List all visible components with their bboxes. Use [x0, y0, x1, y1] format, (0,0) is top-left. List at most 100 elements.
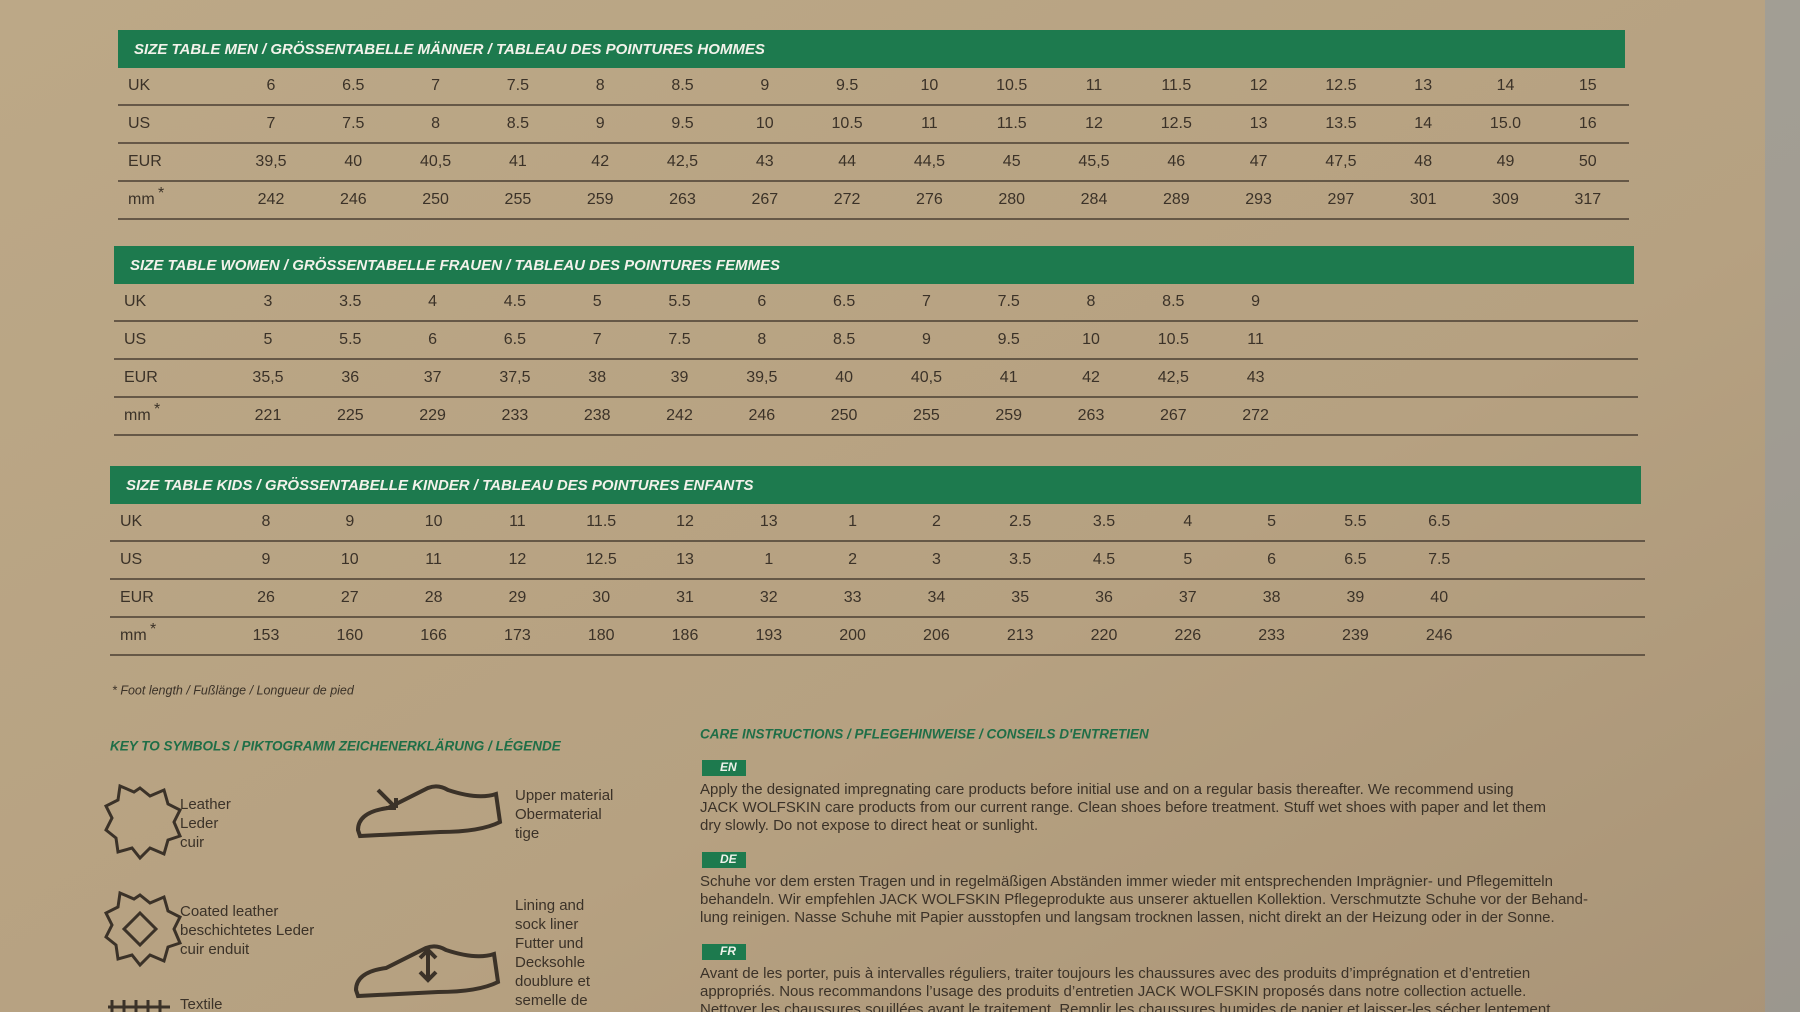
size-cell: 7: [431, 77, 440, 94]
size-cell: 26: [257, 589, 275, 606]
size-cell: 11: [425, 551, 442, 568]
size-cell: 7.5: [342, 115, 364, 132]
care-text: Apply the designated impregnating care p…: [700, 781, 1514, 798]
table-header-bar: [118, 30, 1625, 68]
leather-icon: [103, 783, 183, 861]
size-cell: 13: [760, 513, 778, 530]
size-cell: 8: [431, 115, 440, 132]
key-text: Leder: [180, 815, 218, 832]
size-cell: 5.5: [668, 293, 690, 310]
row-label: EUR: [128, 153, 162, 170]
size-cell: 42,5: [667, 153, 698, 170]
size-cell: 11.5: [997, 115, 1027, 132]
size-cell: 40: [835, 369, 853, 386]
language-tag: DE: [720, 852, 738, 866]
size-cell: 43: [756, 153, 774, 170]
size-cell: 7.5: [668, 331, 690, 348]
size-cell: 9: [596, 115, 605, 132]
size-cell: 43: [1247, 369, 1265, 386]
size-cell: 38: [588, 369, 606, 386]
care-text: Avant de les porter, puis à intervalles …: [700, 965, 1530, 982]
size-cell: 7.5: [1428, 551, 1450, 568]
row-label: mm: [124, 407, 151, 424]
size-cell: 220: [1091, 627, 1118, 644]
size-cell: 10: [341, 551, 359, 568]
size-cell: 6.5: [1344, 551, 1366, 568]
care-blocks: EN Apply the designated impregnating care…: [700, 760, 1588, 1012]
size-cell: 255: [913, 407, 940, 424]
key-text: doublure et: [515, 973, 591, 990]
size-cell: 166: [420, 627, 447, 644]
care-text: lung reinigen. Nasse Schuhe mit Papier a…: [700, 909, 1555, 926]
row-label: UK: [124, 293, 147, 310]
care-text: Nettoyer les chaussures souillées avant …: [700, 1001, 1555, 1012]
size-cell: 11: [921, 115, 938, 132]
size-cell: 40: [344, 153, 362, 170]
size-cell: 36: [341, 369, 359, 386]
size-cell: 14: [1497, 77, 1515, 94]
size-cell: 242: [258, 191, 285, 208]
size-cell: 301: [1410, 191, 1437, 208]
size-cell: 9: [345, 513, 354, 530]
size-cell: 250: [831, 407, 858, 424]
size-cell: 45,5: [1078, 153, 1109, 170]
size-cell: 42,5: [1158, 369, 1189, 386]
size-cell: 3: [932, 551, 941, 568]
size-cell: 46: [1167, 153, 1185, 170]
size-cell: 263: [1078, 407, 1105, 424]
size-cell: 259: [587, 191, 614, 208]
size-cell: 9.5: [998, 331, 1020, 348]
size-cell: 39,5: [746, 369, 777, 386]
size-cell: 242: [666, 407, 693, 424]
size-cell: 15.0: [1490, 115, 1521, 132]
language-tag-bg: [702, 760, 746, 776]
size-cell: 36: [1095, 589, 1113, 606]
size-cell: 9: [760, 77, 769, 94]
size-cell: 267: [1160, 407, 1187, 424]
table-title: SIZE TABLE KIDS / GRÖSSENTABELLE KINDER …: [126, 477, 754, 494]
size-cell: 35: [1011, 589, 1029, 606]
size-cell: 206: [923, 627, 950, 644]
size-cell: 10: [921, 77, 939, 94]
size-cell: 37,5: [499, 369, 530, 386]
size-cell: 267: [751, 191, 778, 208]
row-label: mm: [120, 627, 147, 644]
size-cell: 7: [267, 115, 276, 132]
size-cell: 12.5: [586, 551, 617, 568]
size-cell: 8: [596, 77, 605, 94]
key-text: cuir enduit: [180, 941, 250, 958]
size-cell: 259: [995, 407, 1022, 424]
size-cell: 1: [848, 513, 857, 530]
size-cell: 8.5: [507, 115, 529, 132]
size-cell: 32: [760, 589, 778, 606]
size-cell: 10: [1082, 331, 1100, 348]
size-cell: 37: [1179, 589, 1197, 606]
size-cell: 246: [748, 407, 775, 424]
size-cell: 29: [509, 589, 527, 606]
size-cell: 293: [1245, 191, 1272, 208]
size-cell: 33: [844, 589, 862, 606]
size-cell: 40,5: [420, 153, 451, 170]
row-label-mark: *: [158, 185, 164, 202]
key-text: Textile: [180, 996, 223, 1012]
size-cell: 272: [834, 191, 861, 208]
key-text: Upper material: [515, 787, 613, 804]
size-cell: 6.5: [1428, 513, 1450, 530]
size-cell: 8: [757, 331, 766, 348]
size-cell: 7.5: [998, 293, 1020, 310]
language-tag: EN: [720, 760, 737, 774]
key-text: semelle de: [515, 992, 588, 1009]
size-cell: 3.5: [1009, 551, 1031, 568]
size-cell: 10.5: [996, 77, 1027, 94]
size-cell: 8.5: [671, 77, 693, 94]
size-cell: 8: [1087, 293, 1096, 310]
size-cell: 6: [267, 77, 276, 94]
size-cell: 12: [676, 513, 694, 530]
row-label: US: [128, 115, 150, 132]
size-cell: 8.5: [833, 331, 855, 348]
size-cell: 9.5: [836, 77, 858, 94]
size-cell: 12: [1250, 77, 1268, 94]
size-cell: 186: [672, 627, 699, 644]
